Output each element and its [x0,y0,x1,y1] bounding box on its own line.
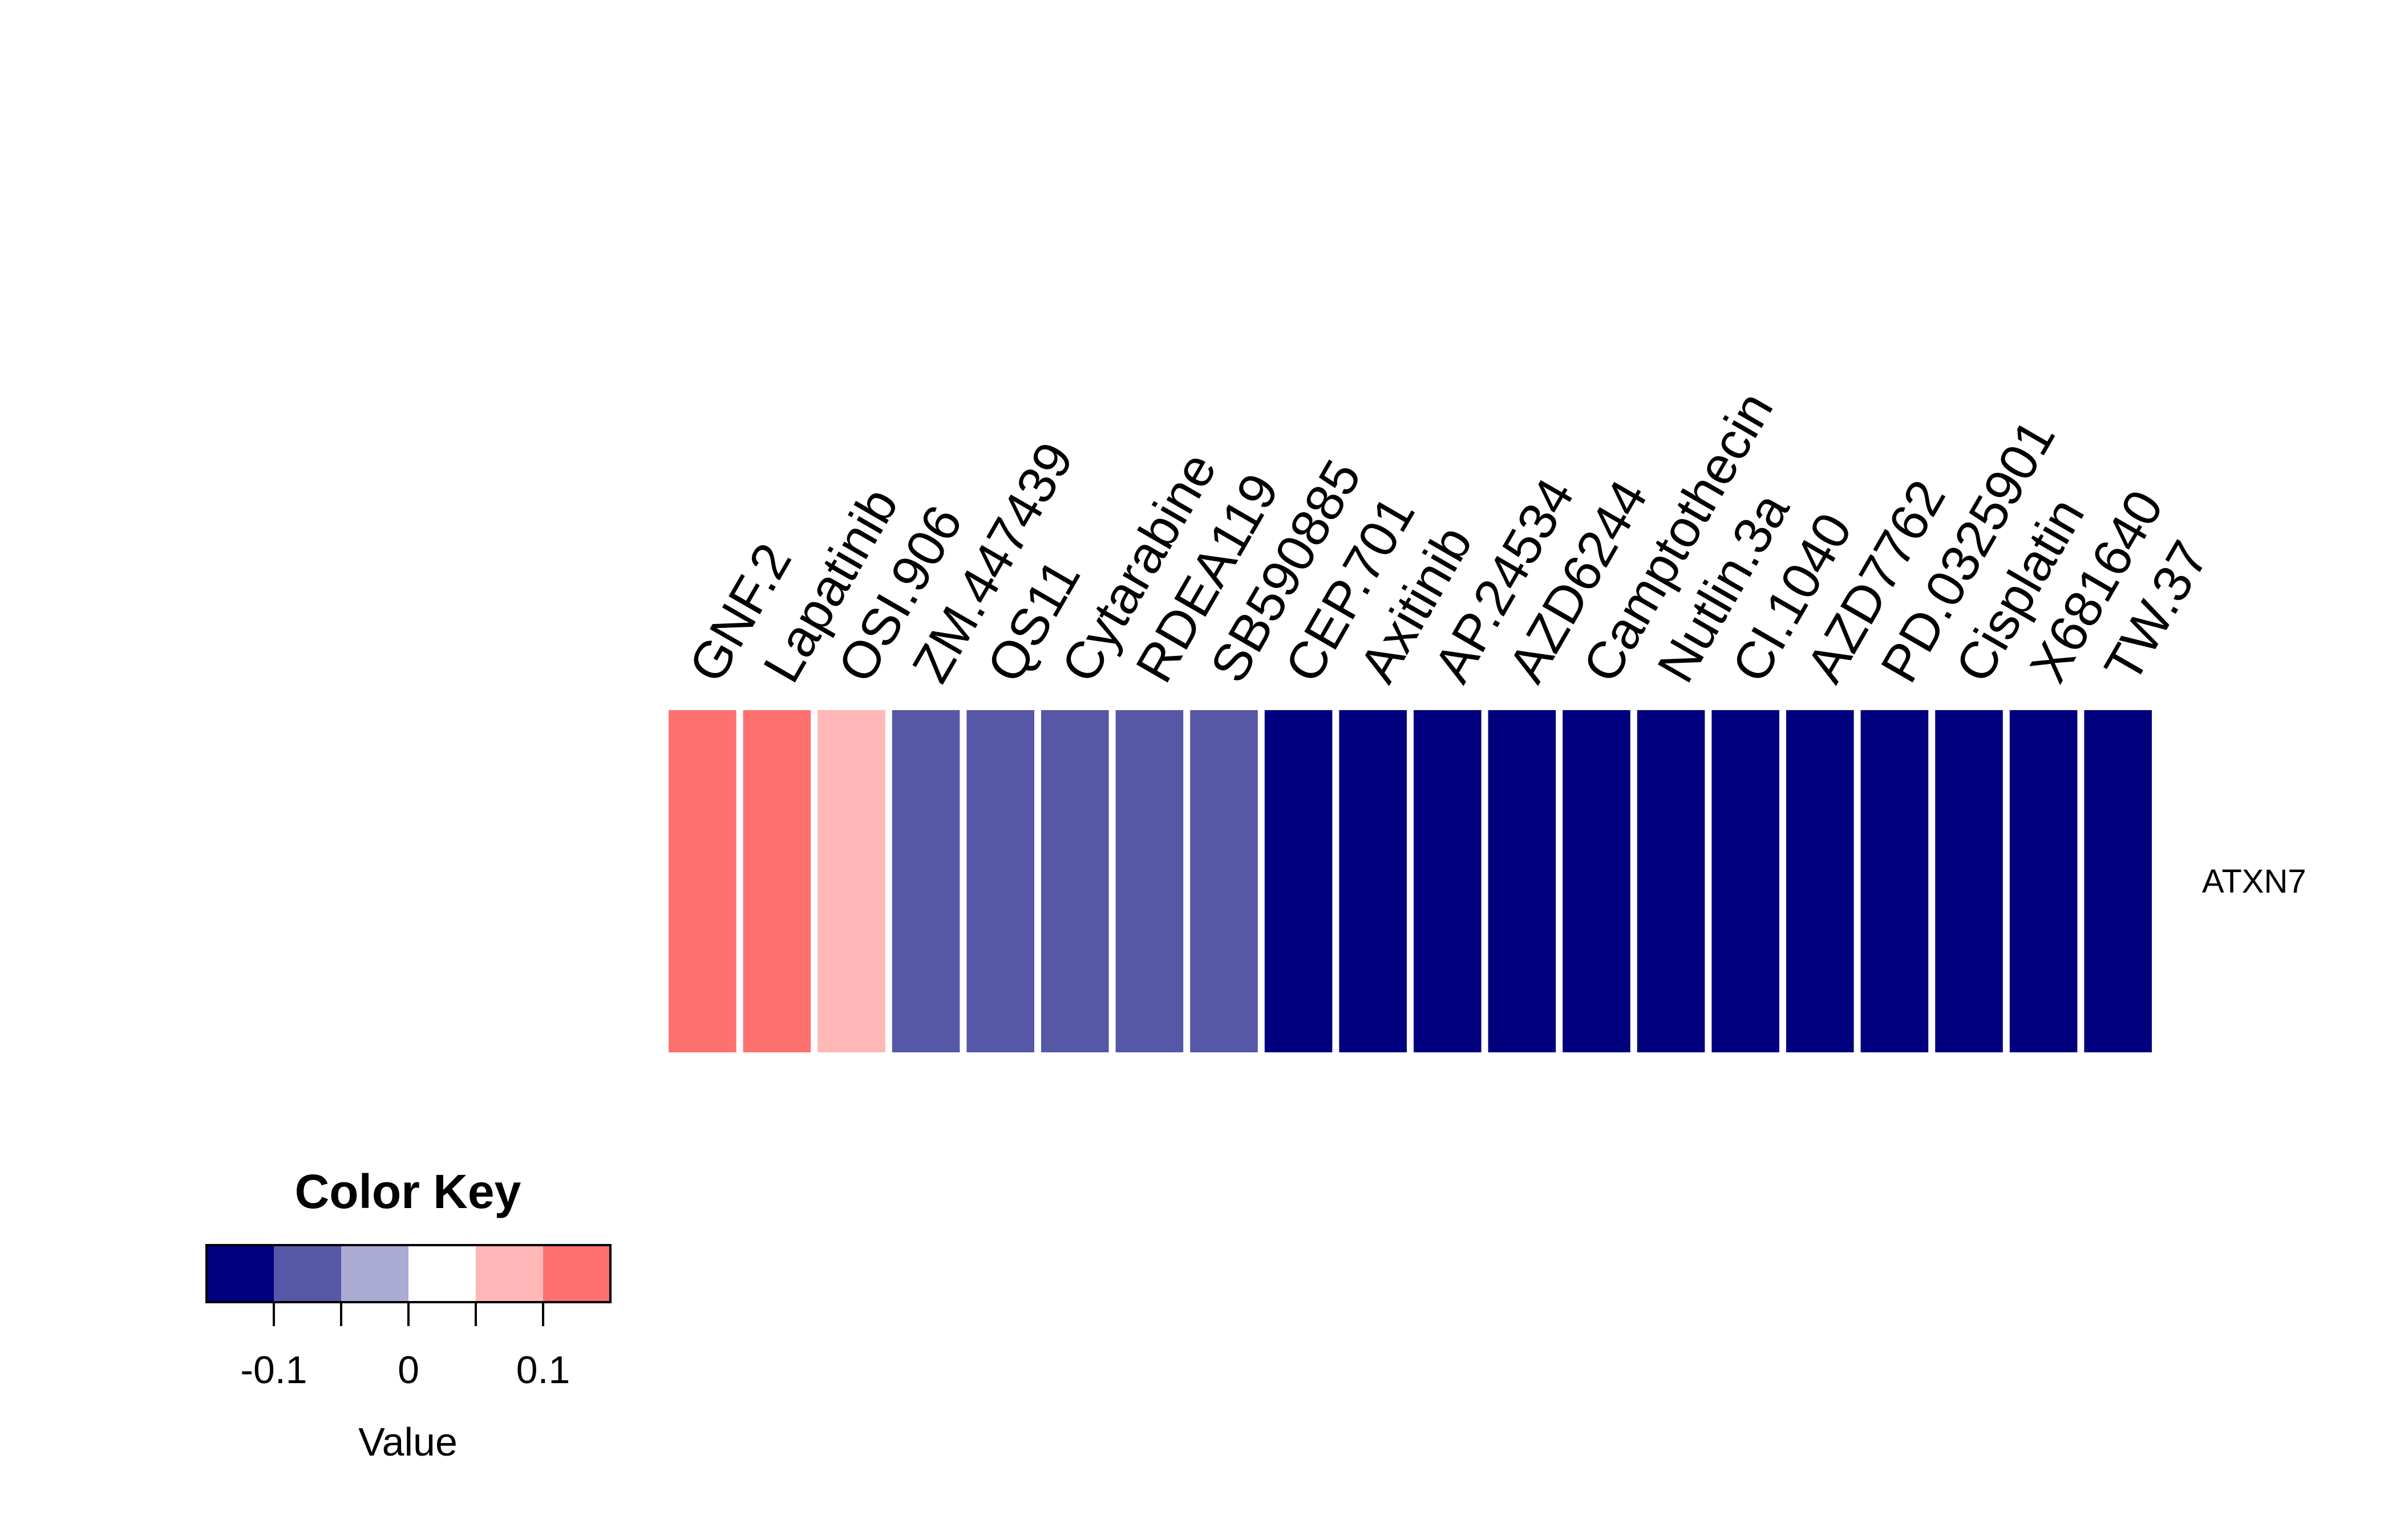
color-key-swatch [207,1245,274,1302]
row-labels: ATXN7 [2202,863,2306,900]
heatmap-cells [669,710,2152,1052]
heatmap-cell [1711,710,1779,1052]
heatmap-cell [817,710,885,1052]
color-key-swatch [476,1245,543,1302]
color-key-tick-label: 0 [398,1348,419,1392]
color-key-tick-label: 0.1 [516,1348,570,1392]
heatmap-cell [966,710,1034,1052]
color-key-ticks: -0.1 0 0.1 [240,1302,570,1392]
color-key: Color Key -0.1 0 0.1 Value [205,1165,612,1464]
heatmap-cell [1414,710,1482,1052]
heatmap-cell [669,710,736,1052]
heatmap-cell [1860,710,1929,1052]
heatmap-cell [1786,710,1854,1052]
heatmap-cell [1041,710,1109,1052]
heatmap-cell [1264,710,1333,1052]
color-key-tick-label: -0.1 [240,1348,307,1392]
column-labels: GNF.2LapatinibOSI.906ZM.447439QS11Cytara… [678,382,2220,692]
heatmap-cell [2009,710,2078,1052]
heatmap-cell [892,710,960,1052]
heatmap-cell [1637,710,1705,1052]
color-key-swatch [408,1245,476,1302]
heatmap-cell [2084,710,2152,1052]
row-label: ATXN7 [2202,863,2306,900]
color-key-swatch [274,1245,341,1302]
color-key-swatches [205,1244,612,1303]
heatmap-cell [1190,710,1258,1052]
color-key-swatch [543,1245,610,1302]
color-key-swatch [341,1245,408,1302]
heatmap-cell [743,710,811,1052]
color-key-axis-label: Value [358,1420,458,1464]
heatmap-cell [1488,710,1556,1052]
heatmap-cell [1339,710,1407,1052]
heatmap-cell [1563,710,1630,1052]
color-key-title: Color Key [295,1165,521,1218]
heatmap-cell [1935,710,2003,1052]
heatmap-cell [1115,710,1184,1052]
